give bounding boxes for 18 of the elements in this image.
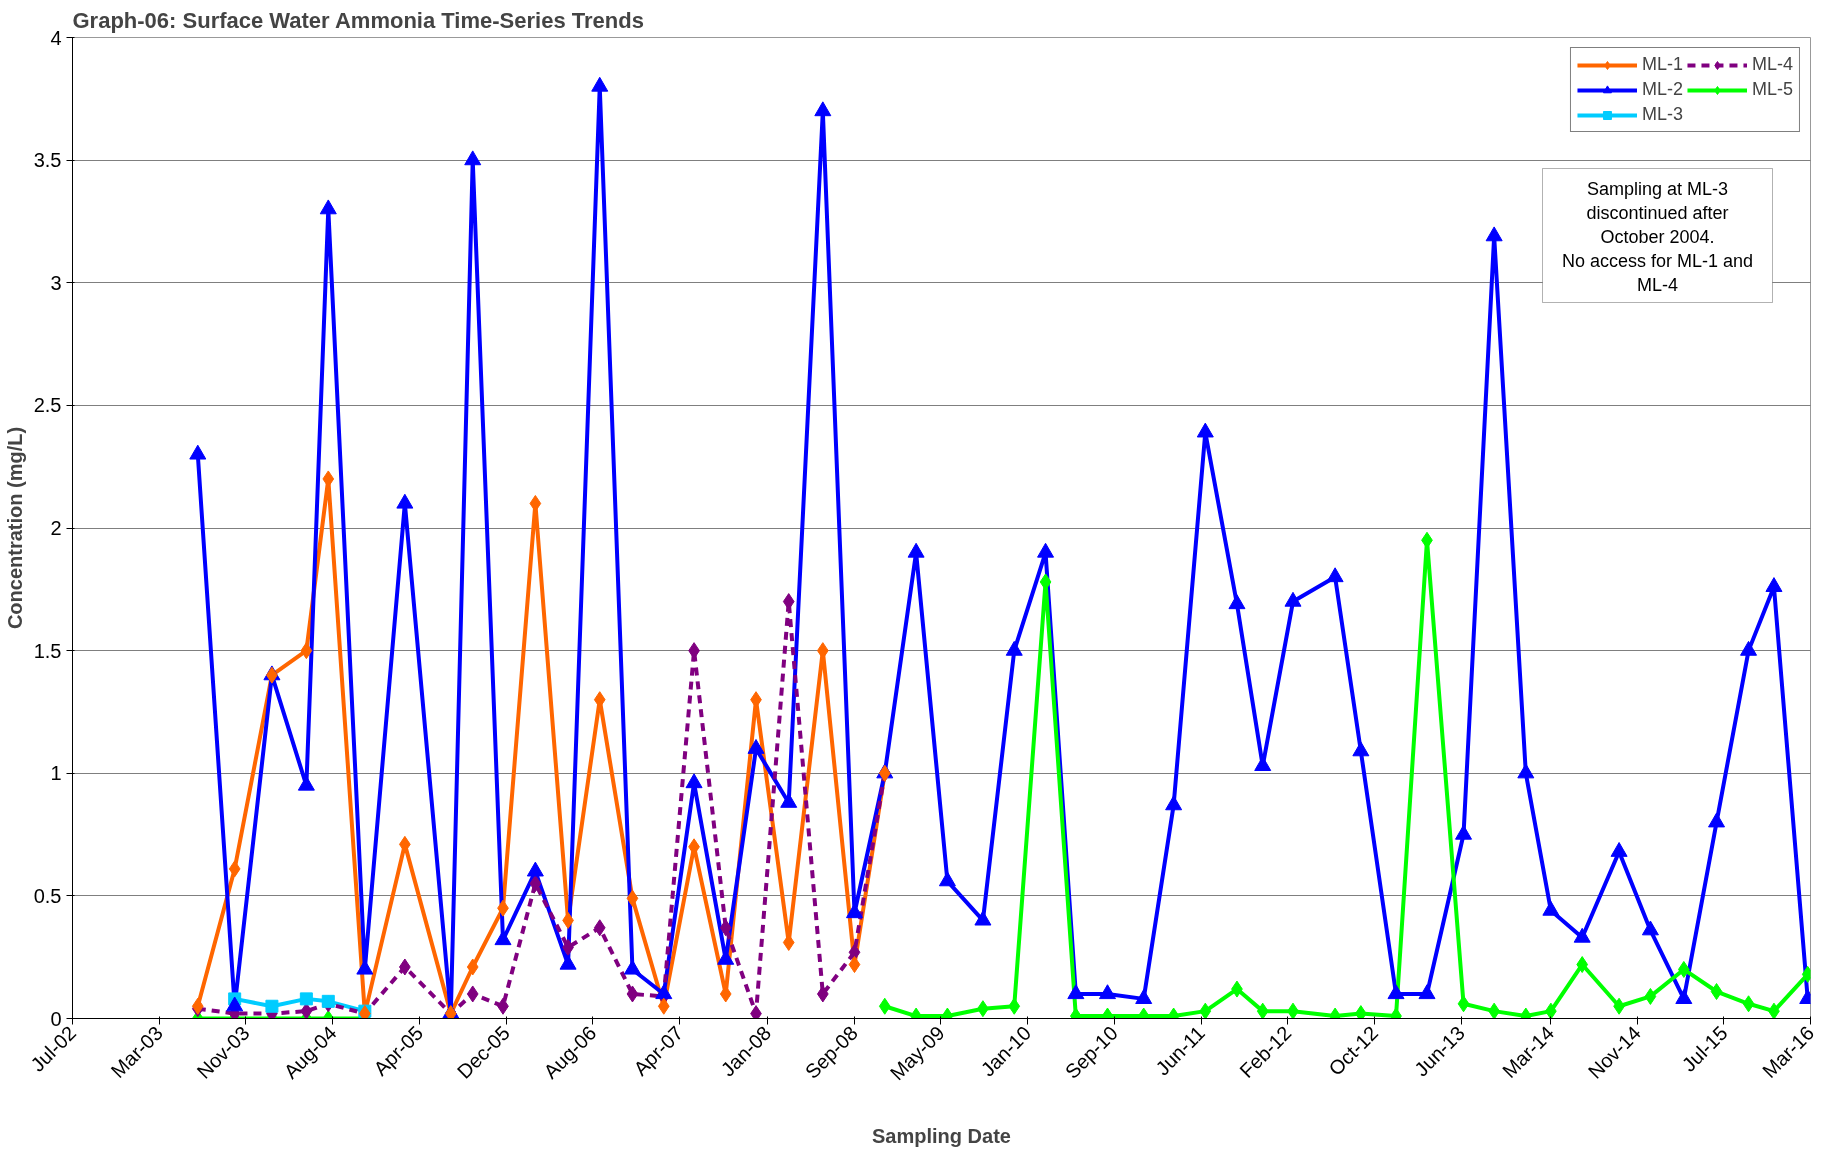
y-tick-label: 3.5	[33, 149, 62, 172]
annotation: Sampling at ML-3 discontinued after October 2004. No access for ML-1 and ML-4	[1561, 178, 1754, 295]
y-tick-label: 1.5	[33, 639, 62, 662]
legend-label: ML-4	[1751, 54, 1793, 75]
legend-label: ML-1	[1641, 54, 1683, 75]
y-tick-label: 4	[50, 26, 62, 49]
chart-title: Graph-06: Surface Water Ammonia Time-Series Trends	[72, 7, 644, 33]
y-axis-title: Concentration (mg/L)	[3, 426, 26, 630]
y-tick-label: 2	[50, 517, 62, 539]
legend-label: ML-3	[1641, 104, 1683, 125]
y-tick-label: 0.5	[33, 884, 62, 907]
x-axis-title: Sampling Date	[872, 1125, 1011, 1148]
legend-label: ML-2	[1641, 79, 1683, 100]
y-tick-label: 0	[50, 1007, 62, 1030]
y-tick-label: 3	[50, 271, 62, 294]
legend-label: ML-5	[1751, 79, 1793, 100]
y-tick-label: 2.5	[33, 394, 62, 417]
y-tick-label: 1	[50, 762, 62, 785]
